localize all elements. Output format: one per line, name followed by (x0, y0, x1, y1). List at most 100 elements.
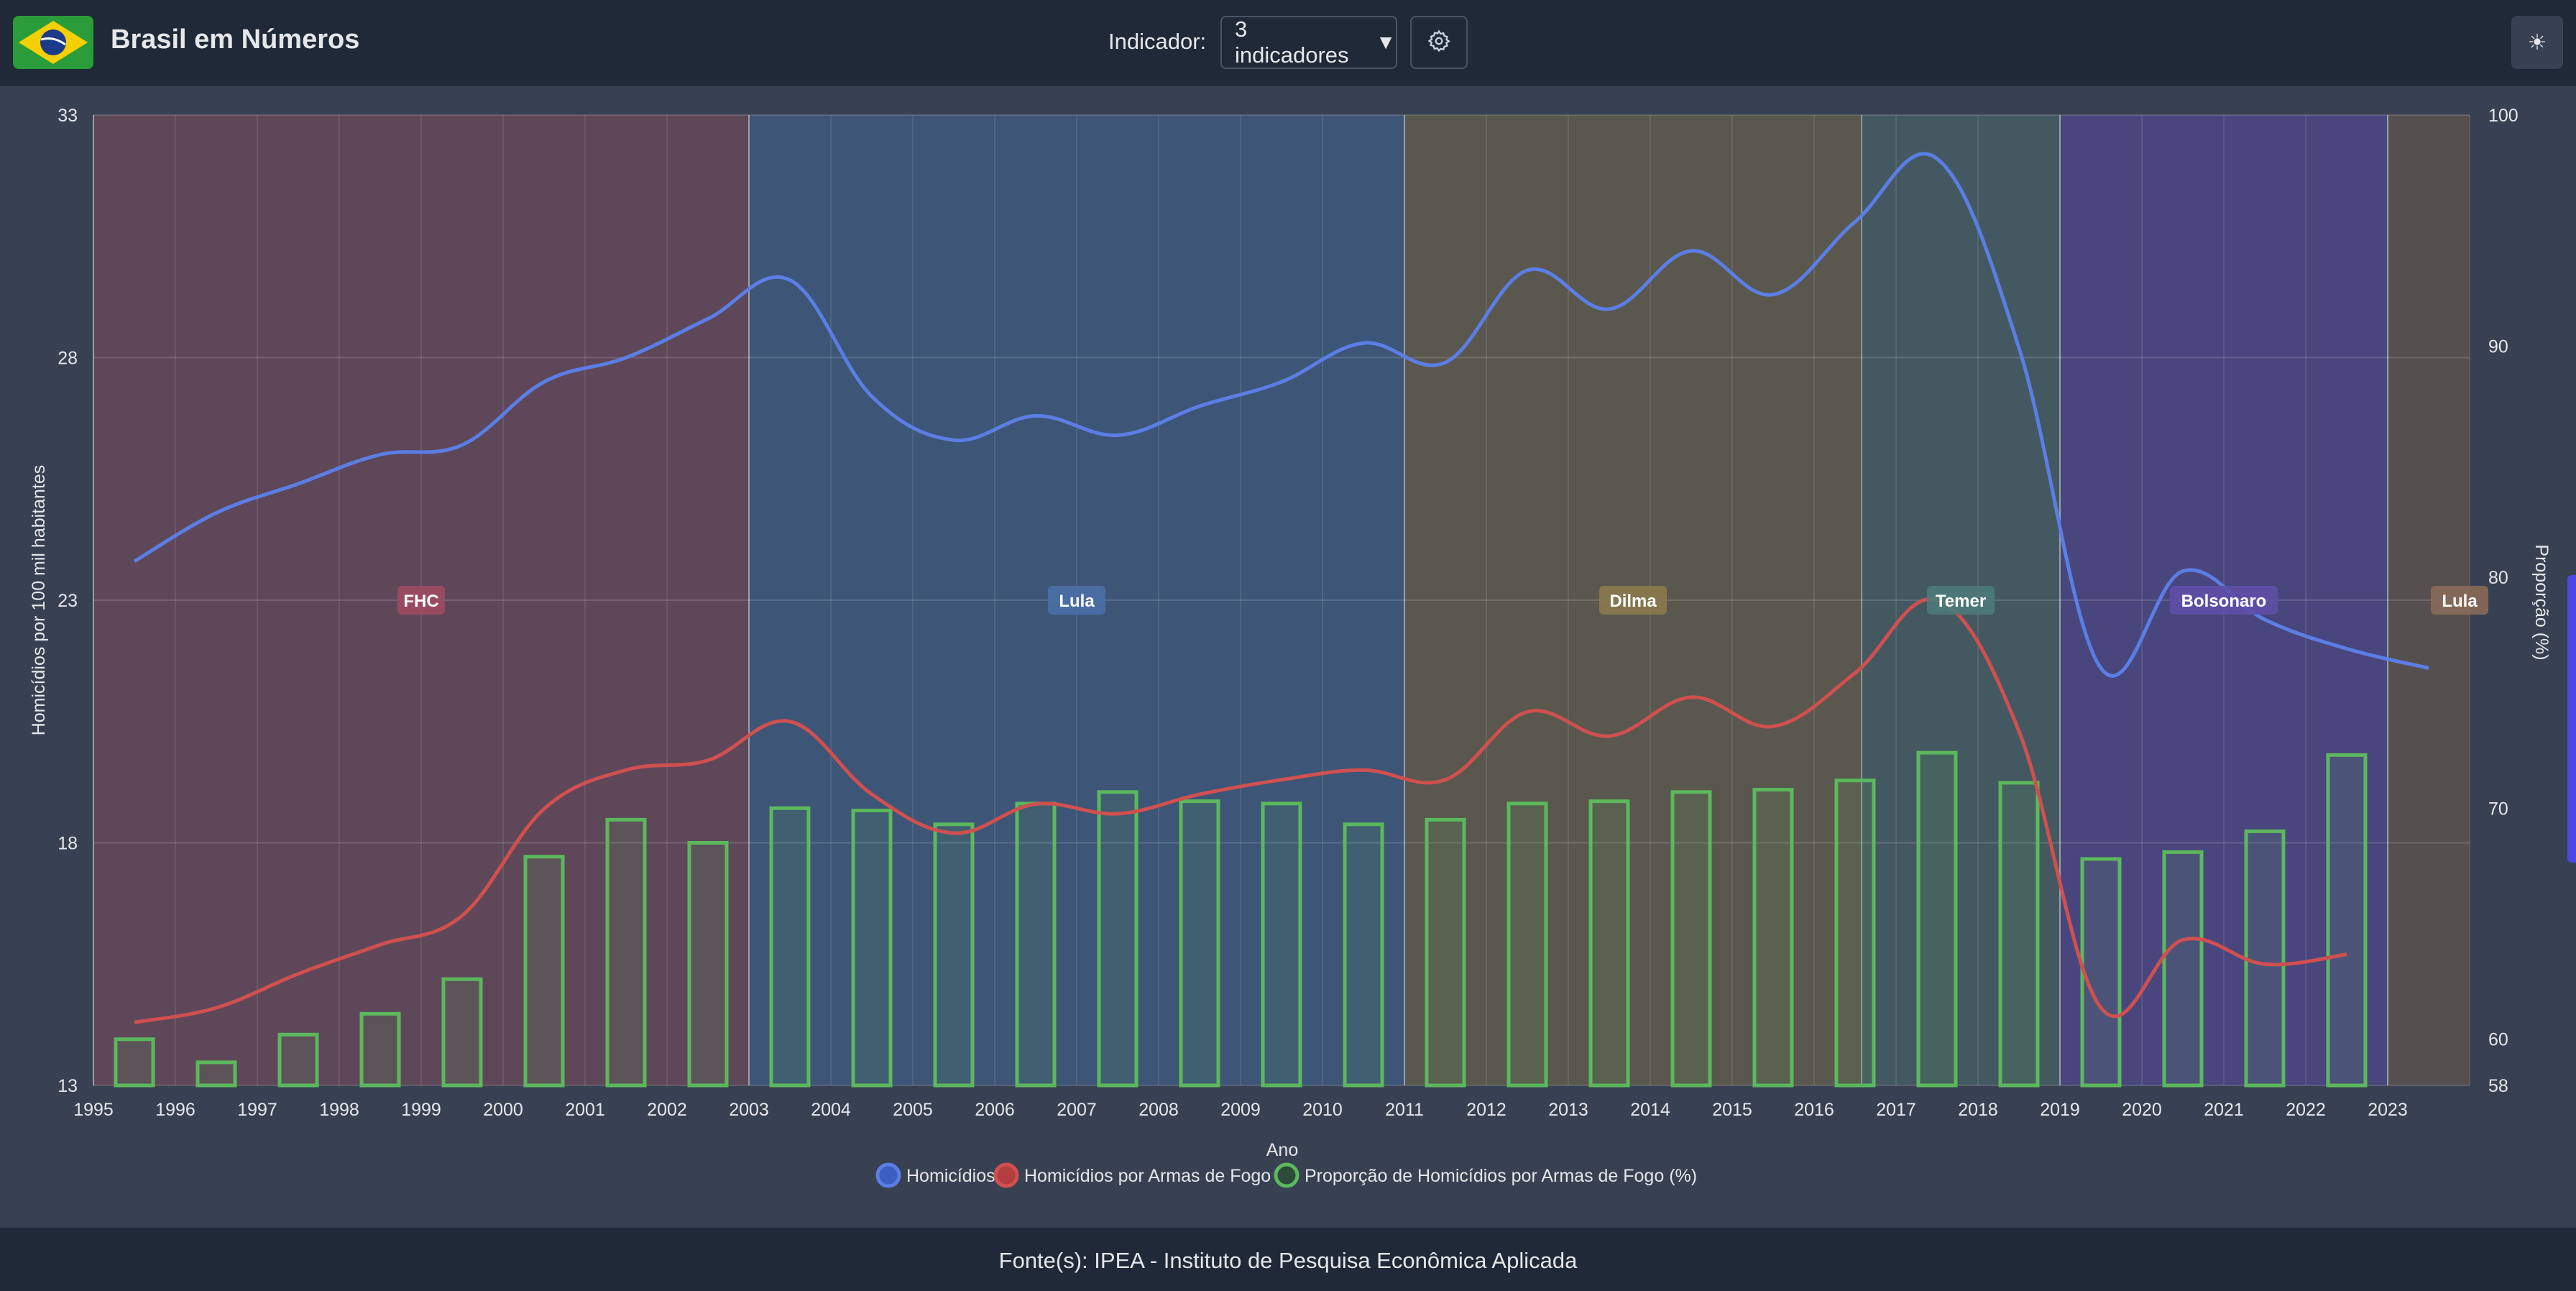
x-tick-label: 2019 (2040, 1100, 2080, 1120)
x-tick-label: 2012 (1466, 1100, 1506, 1120)
footer: Fonte(s): IPEA - Instituto de Pesquisa E… (0, 1228, 2576, 1291)
bar-proporcao (2326, 753, 2368, 1088)
legend-item[interactable]: Proporção de Homicídios por Armas de Fog… (1274, 1162, 1697, 1188)
government-label-text: Lula (2442, 592, 2478, 611)
bar-proporcao (277, 1032, 319, 1088)
x-tick-label: 2008 (1138, 1100, 1179, 1120)
y-left-tick-label: 18 (58, 834, 78, 854)
y-left-tick-label: 23 (58, 591, 78, 611)
app-title: Brasil em Números (111, 24, 360, 55)
government-label: Bolsonaro (2170, 586, 2278, 615)
legend-label: Proporção de Homicídios por Armas de Fog… (1305, 1166, 1697, 1186)
y-right-tick-label: 90 (2488, 336, 2508, 357)
line-armas-de-fogo (134, 597, 2347, 1024)
government-label-bg (2431, 586, 2488, 615)
x-axis-title: Ano (1266, 1140, 1298, 1160)
government-label: Dilma (1599, 586, 1668, 615)
x-tick-label: 2017 (1876, 1100, 1916, 1120)
y-left-tick-label: 28 (58, 349, 78, 369)
x-tick-label: 2003 (729, 1100, 769, 1120)
legend-item[interactable]: Homicídios (875, 1162, 995, 1188)
bar-proporcao (1588, 799, 1630, 1088)
government-label: FHC (397, 586, 445, 615)
x-tick-label: 1996 (155, 1100, 196, 1120)
bar-proporcao (1752, 788, 1794, 1088)
bar-proporcao (1998, 781, 2040, 1088)
bar-proporcao (605, 817, 647, 1088)
bar-proporcao (114, 1037, 155, 1088)
line-homicidios (133, 152, 2429, 678)
x-tick-label: 2013 (1548, 1100, 1588, 1120)
legend-marker (1274, 1162, 1300, 1188)
bar-proporcao (1834, 778, 1876, 1088)
x-tick-label: 2006 (975, 1100, 1015, 1120)
government-label-bg (1048, 586, 1105, 615)
government-label-text: Dilma (1609, 592, 1657, 611)
bar-proporcao (2162, 850, 2204, 1088)
y-right-tick-label: 60 (2488, 1030, 2508, 1050)
bar-proporcao (769, 806, 811, 1088)
bar-proporcao (1670, 790, 1712, 1088)
sun-icon: ☀ (2527, 30, 2547, 55)
indicator-select[interactable]: 3 indicadores ▼ (1220, 16, 1397, 69)
legend-marker (875, 1162, 901, 1188)
x-tick-label: 1997 (237, 1100, 277, 1120)
bar-proporcao (1261, 801, 1302, 1088)
bar-proporcao (2244, 829, 2286, 1088)
x-tick-label: 2001 (565, 1100, 605, 1120)
government-label-bg (1599, 586, 1668, 615)
government-label-text: Lula (1059, 592, 1095, 611)
x-tick-label: 2020 (2122, 1100, 2162, 1120)
y-right-axis-title: Proporção (%) (2531, 544, 2552, 660)
x-tick-label: 2016 (1794, 1100, 1834, 1120)
bar-proporcao (441, 977, 483, 1088)
y-left-tick-label: 13 (58, 1076, 78, 1096)
x-tick-label: 1999 (401, 1100, 441, 1120)
x-tick-label: 2021 (2204, 1100, 2244, 1120)
bar-proporcao (1015, 801, 1057, 1088)
x-tick-label: 2011 (1385, 1100, 1424, 1120)
x-tick-label: 2022 (2286, 1100, 2326, 1120)
x-tick-label: 1995 (73, 1100, 114, 1120)
bar-proporcao (1179, 799, 1220, 1088)
indicator-label: Indicador: (1108, 29, 1207, 54)
source-text: Fonte(s): IPEA - Instituto de Pesquisa E… (998, 1248, 1578, 1273)
x-tick-label: 2018 (1958, 1100, 1998, 1120)
y-left-axis-title: Homicídios por 100 mil habitantes (29, 465, 49, 736)
government-label: Lula (2431, 586, 2488, 615)
legend-label: Homicídios por Armas de Fogo (1024, 1166, 1271, 1186)
bar-proporcao (851, 809, 893, 1088)
legend-label: Homicídios (906, 1166, 995, 1186)
bar-proporcao (359, 1011, 401, 1088)
bar-proporcao (196, 1060, 237, 1088)
bar-proporcao (687, 841, 729, 1088)
y-right-tick-label: 58 (2488, 1076, 2508, 1096)
settings-button[interactable] (1410, 16, 1468, 69)
x-tick-label: 1998 (319, 1100, 359, 1120)
x-tick-label: 2014 (1630, 1100, 1670, 1120)
x-tick-label: 2000 (483, 1100, 523, 1120)
government-label-bg (397, 586, 445, 615)
government-label: Lula (1048, 586, 1105, 615)
government-label-bg (2170, 586, 2278, 615)
legend-item[interactable]: Homicídios por Armas de Fogo (993, 1162, 1271, 1188)
bar-proporcao (1343, 822, 1384, 1088)
chart-panel: FHC Lula Dilma Temer Bolsonaro Lula 13 18 23 28 3… (0, 86, 2576, 1228)
x-tick-label: 2007 (1057, 1100, 1097, 1120)
government-label-text: FHC (403, 592, 438, 611)
brazil-flag-icon[interactable] (13, 16, 93, 69)
y-right-tick-label: 100 (2488, 106, 2518, 126)
y-right-tick-label: 70 (2488, 799, 2508, 819)
x-tick-label: 2009 (1220, 1100, 1261, 1120)
scroll-indicator[interactable] (2567, 575, 2576, 863)
bar-proporcao (933, 822, 975, 1088)
chart: FHC Lula Dilma Temer Bolsonaro Lula 13 18 23 28 3… (29, 106, 2552, 1188)
bar-proporcao (1506, 801, 1548, 1088)
bar-proporcao (1097, 790, 1138, 1088)
x-tick-label: 2004 (811, 1100, 851, 1120)
gear-icon (1427, 29, 1451, 57)
theme-toggle-button[interactable]: ☀ (2511, 16, 2563, 69)
x-tick-label: 2023 (2368, 1100, 2408, 1120)
caret-down-icon: ▼ (1376, 31, 1396, 53)
y-left-tick-label: 33 (58, 106, 78, 126)
